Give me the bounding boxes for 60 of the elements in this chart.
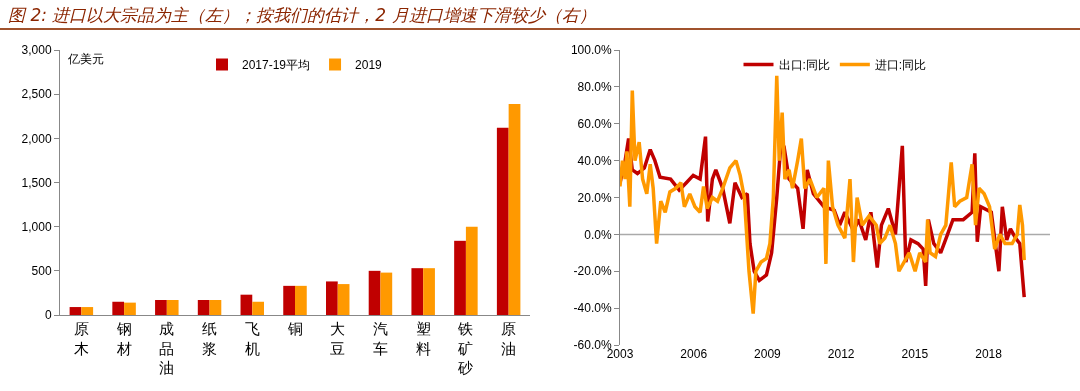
bar xyxy=(337,284,350,315)
x-tick-label: 2012 xyxy=(827,347,855,361)
y-tick-label: 60.0% xyxy=(577,116,612,131)
x-tick-label: 成品油 xyxy=(159,320,175,376)
bar xyxy=(240,294,253,315)
x-tick-label: 大豆 xyxy=(330,320,346,357)
legend-label: 进口:同比 xyxy=(874,58,927,73)
bar xyxy=(496,127,509,315)
x-tick-label: 纸浆 xyxy=(202,320,218,357)
bar xyxy=(508,103,521,315)
y-tick-label: -40.0% xyxy=(573,301,612,316)
y-tick-label: 2,000 xyxy=(21,131,52,146)
bar xyxy=(423,268,435,315)
bar xyxy=(166,299,179,315)
y-tick-label: 3,000 xyxy=(21,43,52,58)
bar xyxy=(112,301,125,315)
y-tick-label: 100.0% xyxy=(570,43,612,58)
x-tick-label: 2018 xyxy=(975,347,1003,361)
y-tick-label: 1,000 xyxy=(21,219,52,234)
y-tick-label: 20.0% xyxy=(577,190,612,205)
bar xyxy=(124,302,136,315)
y-tick-label: 80.0% xyxy=(577,80,612,95)
x-tick-label: 原木 xyxy=(73,320,89,357)
y-tick-label: 40.0% xyxy=(577,153,612,168)
line-series xyxy=(620,74,1026,316)
bar xyxy=(295,285,307,315)
x-tick-label: 钢材 xyxy=(115,320,132,357)
y-axis-title: 亿美元 xyxy=(67,52,104,66)
bar xyxy=(380,272,393,315)
legend-label: 2017-19平均 xyxy=(242,58,311,73)
bar xyxy=(81,307,94,315)
bar xyxy=(197,299,210,315)
x-tick-label: 汽车 xyxy=(372,320,388,357)
legend-label: 出口:同比 xyxy=(778,58,830,73)
x-tick-label: 2015 xyxy=(901,347,929,361)
x-tick-label: 2009 xyxy=(754,347,782,361)
y-tick-label: 1,500 xyxy=(21,175,52,190)
bar xyxy=(325,281,338,315)
y-tick-label: 500 xyxy=(31,264,52,279)
x-tick-label: 铜 xyxy=(286,320,303,337)
bar xyxy=(155,299,167,315)
chart-title: 图 2: 进口以大宗品为主（左）；按我们的估计，2 月进口增速下滑较少（右） xyxy=(0,0,1080,30)
x-tick-label: 2006 xyxy=(680,347,708,361)
bar xyxy=(69,307,82,315)
y-tick-label: 0.0% xyxy=(584,227,612,242)
bar xyxy=(209,299,222,315)
x-tick-label: 原油 xyxy=(501,320,517,357)
bar xyxy=(411,268,424,315)
x-tick-label: 铁矿砂 xyxy=(457,320,474,376)
y-tick-label: -20.0% xyxy=(573,264,612,279)
x-tick-label: 塑料 xyxy=(415,320,431,357)
bar xyxy=(368,270,381,315)
y-tick-label: 2,500 xyxy=(21,87,52,102)
bar xyxy=(454,240,466,315)
x-tick-label: 飞机 xyxy=(244,320,260,357)
bar xyxy=(283,285,295,315)
legend-label: 2019 xyxy=(355,58,383,73)
bar xyxy=(252,301,265,315)
y-tick-label: 0 xyxy=(44,308,52,323)
bar xyxy=(465,226,478,315)
